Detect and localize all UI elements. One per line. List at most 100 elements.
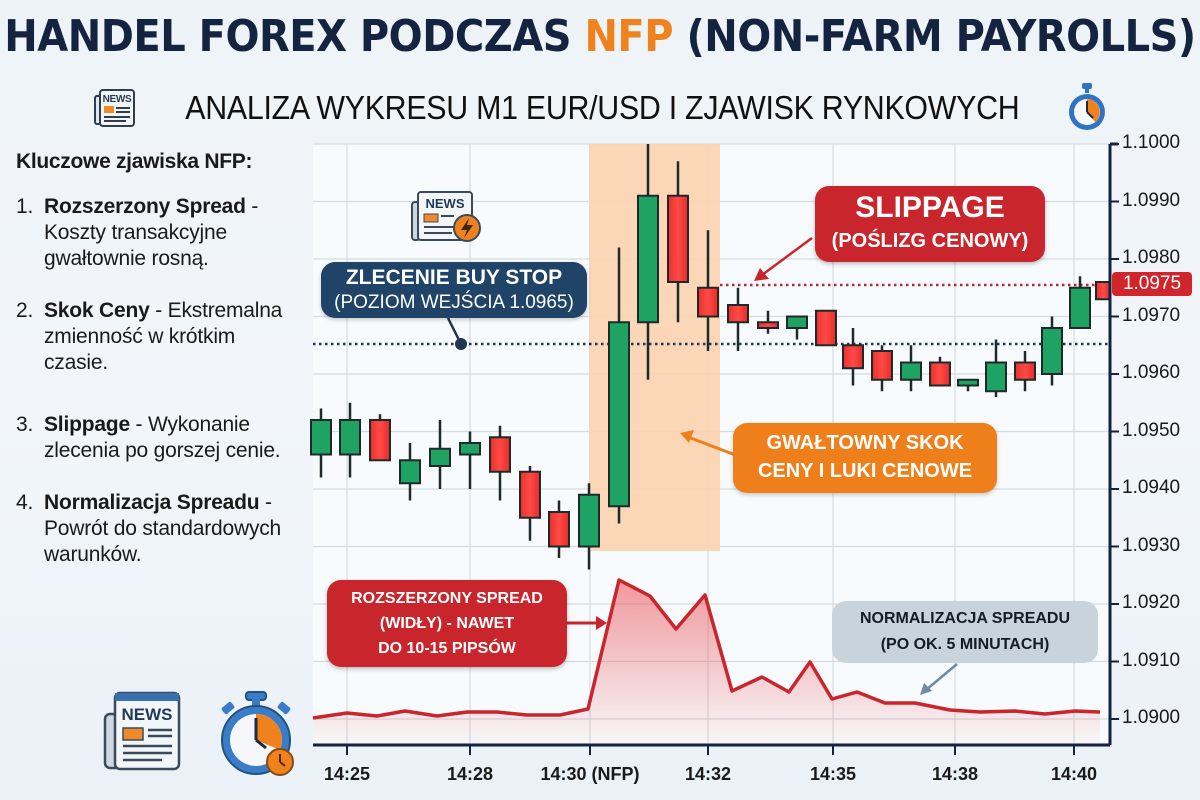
spread-callout-line2: (WIDŁY) - NAWET <box>379 615 515 632</box>
item-text: Skok Ceny - Ekstremalna zmienność w krót… <box>44 298 299 376</box>
title-accent-nfp: NFP <box>584 12 674 62</box>
candle <box>957 378 979 392</box>
x-ticks <box>346 745 1075 755</box>
price-jump-line1: GWAŁTOWNY SKOK <box>766 432 964 454</box>
candle <box>815 309 837 347</box>
subtitle: NEWS ANALIZA WYKRESU M1 EUR/USD I ZJAWIS… <box>0 82 1200 134</box>
buy-stop-subtitle: (POZIOM WEJŚCIA 1.0965) <box>334 292 574 313</box>
candle <box>786 315 808 340</box>
candle <box>727 287 749 351</box>
x-tick-label: 14:30 (NFP) <box>540 764 640 784</box>
candle <box>310 408 332 478</box>
stopwatch-icon <box>221 691 294 776</box>
x-tick-label: 14:32 <box>684 764 732 784</box>
wide-spread-callout: ROZSZERZONY SPREAD (WIDŁY) - NAWET DO 10… <box>327 580 567 667</box>
stopwatch-icon <box>1069 83 1106 130</box>
item-text: Rozszerzony Spread - Koszty transakcyjne… <box>44 194 306 272</box>
item-text: Slippage - Wykonanie zlecenia po gorszej… <box>44 412 294 464</box>
candle <box>871 345 893 392</box>
normalization-line2: (PO OK. 5 MINUTACH) <box>880 636 1050 653</box>
phenomenon-item: 4. Normalizacja Spreadu - Powrót do stan… <box>16 490 306 568</box>
y-tick-label: 1.0960 <box>1122 362 1181 383</box>
slippage-subtitle: (POŚLIZG CENOWY) <box>831 230 1029 252</box>
title-text: HANDEL FOREX PODCZAS <box>4 12 585 62</box>
phenomenon-item: 3. Slippage - Wykonanie zlecenia po gors… <box>16 412 306 464</box>
candle <box>578 483 600 570</box>
buy-stop-callout: ZLECENIE BUY STOP (POZIOM WEJŚCIA 1.0965… <box>321 262 587 318</box>
price-jump-line2: CENY I LUKI CENOWE <box>757 460 973 482</box>
item-desc: - Powrót do standardowych warunków. <box>44 491 282 566</box>
candle <box>1014 351 1036 392</box>
candle <box>985 339 1007 397</box>
item-text: Normalizacja Spreadu - Powrót do standar… <box>44 490 306 568</box>
svg-text:NEWS: NEWS <box>122 705 173 724</box>
spread-callout-line3: DO 10-15 PIPSÓW <box>378 640 516 657</box>
item-number: 4. <box>16 491 34 514</box>
item-desc: - Ekstremalna zmienność w krótkim czasie… <box>44 299 283 374</box>
spread-line <box>312 578 1101 720</box>
y-tick-label: 1.0900 <box>1122 707 1181 728</box>
y-tick-label: 1.0980 <box>1122 247 1181 268</box>
normalization-line1: NORMALIZACJA SPREADU <box>859 610 1071 627</box>
candle <box>459 431 481 489</box>
price-jump-callout: GWAŁTOWNY SKOK CENY I LUKI CENOWE <box>733 423 997 493</box>
x-tick-label: 14:40 <box>1050 764 1098 784</box>
candles <box>310 144 1111 570</box>
slippage-callout: SLIPPAGE (POŚLIZG CENOWY) <box>815 186 1045 262</box>
item-bold: Normalizacja Spreadu <box>44 491 260 514</box>
x-tick-label: 14:25 <box>323 764 371 784</box>
page-title: HANDEL FOREX PODCZAS NFP (NON-FARM PAYRO… <box>0 12 1200 62</box>
spread-area <box>313 580 1100 743</box>
candle <box>339 402 361 478</box>
news-flash-icon: NEWS <box>411 191 481 242</box>
item-bold: Slippage <box>44 413 130 436</box>
candle <box>548 500 570 558</box>
x-tick-label: 14:38 <box>931 764 979 784</box>
x-tick-label: 14:28 <box>446 764 494 784</box>
item-number: 1. <box>16 195 34 218</box>
spread-normalization-callout: NORMALIZACJA SPREADU (PO OK. 5 MINUTACH) <box>832 601 1098 663</box>
candle <box>608 247 630 524</box>
item-bold: Skok Ceny <box>44 299 150 322</box>
svg-text:NEWS: NEWS <box>102 94 131 105</box>
slippage-title: SLIPPAGE <box>855 191 1005 224</box>
spread-callout-line1: ROZSZERZONY SPREAD <box>351 590 543 607</box>
candle <box>757 310 779 334</box>
current-price-tag: 1.0975 <box>1112 272 1192 296</box>
title-text-suffix: (NON-FARM PAYROLLS) <box>673 12 1197 62</box>
newspaper-icon: NEWS <box>93 89 135 127</box>
buy-stop-title: ZLECENIE BUY STOP <box>345 266 563 289</box>
panel-heading: Kluczowe zjawiska NFP: <box>16 150 253 173</box>
y-ticks <box>1110 143 1119 720</box>
candle <box>637 144 659 380</box>
newspaper-icon: NEWS <box>103 691 181 771</box>
y-tick-label: 1.0950 <box>1122 419 1181 441</box>
y-tick-label: 1.0920 <box>1122 592 1181 613</box>
candle <box>697 230 719 351</box>
item-desc: - Wykonanie zlecenia po gorszej cenie. <box>44 413 281 462</box>
y-tick-label: 1.0990 <box>1122 189 1181 211</box>
candle <box>519 466 541 541</box>
item-number: 3. <box>16 413 34 436</box>
phenomenon-item: 1. Rozszerzony Spread - Koszty transakcy… <box>16 194 306 272</box>
candle <box>489 425 511 501</box>
svg-text:NEWS: NEWS <box>426 196 465 211</box>
y-tick-label: 1.0940 <box>1122 477 1181 498</box>
item-number: 2. <box>16 299 34 322</box>
candle <box>842 328 864 386</box>
candle <box>429 420 451 489</box>
candle <box>369 414 391 462</box>
item-bold: Rozszerzony Spread <box>44 195 246 218</box>
bottom-icons: NEWS <box>102 690 300 780</box>
candle <box>667 161 689 323</box>
y-tick-label: 1.0910 <box>1122 649 1181 671</box>
entry-point-marker <box>455 338 467 350</box>
key-phenomena-panel: Kluczowe zjawiska NFP: 1. Rozszerzony Sp… <box>16 150 306 590</box>
candle <box>929 356 951 387</box>
y-tick-label: 1.0970 <box>1122 304 1181 326</box>
candle <box>900 345 922 392</box>
y-tick-label: 1.0930 <box>1122 534 1181 556</box>
phenomenon-item: 2. Skok Ceny - Ekstremalna zmienność w k… <box>16 298 306 376</box>
item-desc: - Koszty transakcyjne gwałtownie rosną. <box>44 195 259 270</box>
